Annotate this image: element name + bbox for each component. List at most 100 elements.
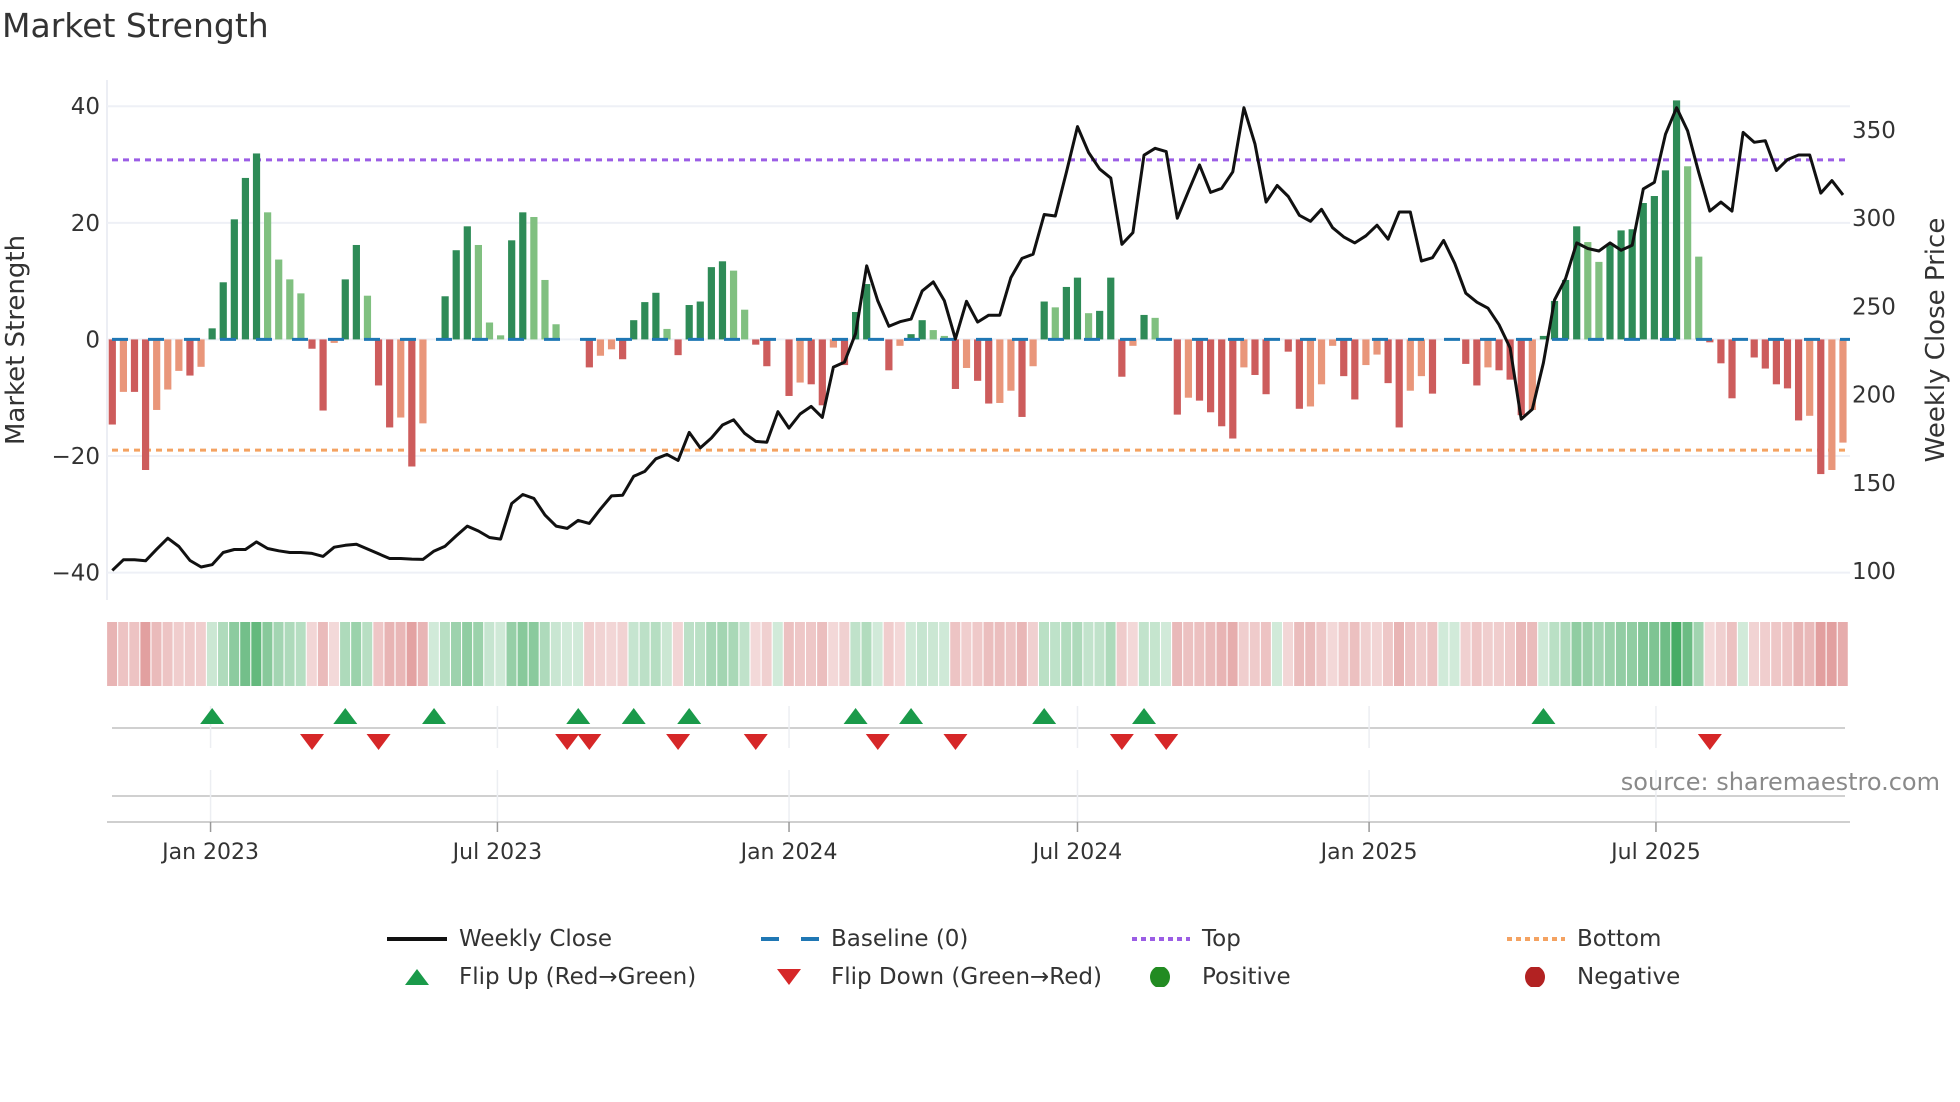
flip-up-marker (899, 708, 924, 724)
flip-down-marker (865, 734, 890, 750)
bar-positive (863, 284, 871, 340)
flip-up-marker (1531, 708, 1556, 724)
heatmap-cell (251, 622, 262, 686)
heatmap-cell (983, 622, 994, 686)
y-right-tick-label: 250 (1852, 294, 1896, 320)
flip-down-marker (299, 734, 324, 750)
bar-positive (918, 320, 926, 340)
heatmap-cell (595, 622, 606, 686)
flip-down-marker (1109, 734, 1134, 750)
bar-negative (1240, 339, 1248, 368)
bar-negative (585, 339, 593, 368)
heatmap-cell (1061, 622, 1072, 686)
heatmap-cell (1771, 622, 1782, 686)
bar-negative (962, 339, 971, 368)
heatmap-cell (750, 622, 761, 686)
heatmap-cell (317, 622, 328, 686)
bar-positive (1672, 100, 1681, 340)
heatmap-cell (1416, 622, 1427, 686)
bar-positive (1140, 314, 1148, 340)
heatmap-cell (1305, 622, 1316, 686)
heatmap-cell (262, 622, 273, 686)
heatmap-cell (151, 622, 162, 686)
bar-positive (685, 305, 693, 340)
heatmap-cell (1660, 622, 1671, 686)
bar-negative (1395, 339, 1403, 428)
bar-negative (796, 339, 804, 383)
bar-positive (208, 328, 216, 340)
heatmap-cell (539, 622, 550, 686)
flip-down-marker (1154, 734, 1179, 750)
heatmap-cell (273, 622, 284, 686)
heatmap-cell (1038, 622, 1049, 686)
y-axis-title-left: Market Strength (1, 235, 31, 445)
heatmap-cell (1016, 622, 1027, 686)
heatmap-cell (761, 622, 772, 686)
bar-negative (175, 339, 183, 371)
flip-up-marker (677, 708, 702, 724)
bar-negative (1783, 339, 1792, 389)
heatmap-cell (839, 622, 850, 686)
bar-negative (1506, 339, 1514, 380)
bar-negative (1218, 339, 1226, 427)
bar-positive (907, 334, 915, 340)
heatmap-cell (1238, 622, 1249, 686)
bar-positive (1606, 244, 1614, 340)
bar-positive (696, 301, 704, 340)
bar-positive (929, 330, 937, 340)
heatmap-cell (1127, 622, 1138, 686)
bar-negative (1362, 339, 1370, 366)
heatmap-cell (1527, 622, 1538, 686)
bar-negative (1728, 339, 1736, 399)
bar-negative (1118, 339, 1126, 377)
strength-bars (108, 100, 1847, 475)
bar-positive (1628, 229, 1636, 340)
bar-positive (1151, 317, 1159, 340)
heatmap-cell (1371, 622, 1382, 686)
heatmap-cell (306, 622, 317, 686)
heatmap-cell (695, 622, 706, 686)
heatmap-cell (1050, 622, 1061, 686)
bar-negative (186, 339, 194, 376)
heatmap-cell (1294, 622, 1305, 686)
bar-negative (1007, 339, 1015, 391)
heatmap-cell (861, 622, 872, 686)
bar-positive (1562, 279, 1570, 340)
heatmap-cell (1571, 622, 1582, 686)
bar-negative (119, 339, 127, 392)
y-right-tick-label: 150 (1852, 471, 1896, 497)
y-right-tick-label: 300 (1852, 206, 1896, 232)
heatmap-cell (950, 622, 961, 686)
bar-negative (1262, 339, 1270, 395)
heatmap-cell (1338, 622, 1349, 686)
flip-down-marker (666, 734, 691, 750)
bar-negative (1750, 339, 1758, 358)
heatmap-cell (140, 622, 151, 686)
bar-negative (1417, 339, 1425, 377)
y-axis-title-right: Weekly Close Price (1921, 218, 1951, 463)
heatmap-cell (1405, 622, 1416, 686)
right-axis: 350 300 250 200 150 100 (1852, 118, 1896, 585)
bar-negative (197, 339, 205, 367)
bar-negative (1717, 339, 1725, 364)
heatmap-cell (1249, 622, 1260, 686)
bar-positive (352, 244, 360, 340)
bar-positive (1051, 307, 1059, 340)
bar-negative (985, 339, 993, 404)
bar-negative (829, 339, 838, 348)
heatmap-cell (118, 622, 129, 686)
bar-positive (707, 267, 715, 340)
heatmap-cell (883, 622, 894, 686)
heatmap-cell (417, 622, 428, 686)
heatmap-cell (728, 622, 739, 686)
flip-down-marker (943, 734, 968, 750)
x-tick-label: Jul 2023 (451, 840, 543, 865)
bar-negative (674, 339, 682, 356)
flip-down-marker (577, 734, 602, 750)
heatmap-cell (1094, 622, 1105, 686)
bar-negative (1351, 339, 1359, 400)
bar-negative (1794, 339, 1803, 421)
bar-positive (530, 216, 538, 340)
strength-heatmap (107, 622, 1848, 686)
bar-negative (319, 339, 327, 411)
